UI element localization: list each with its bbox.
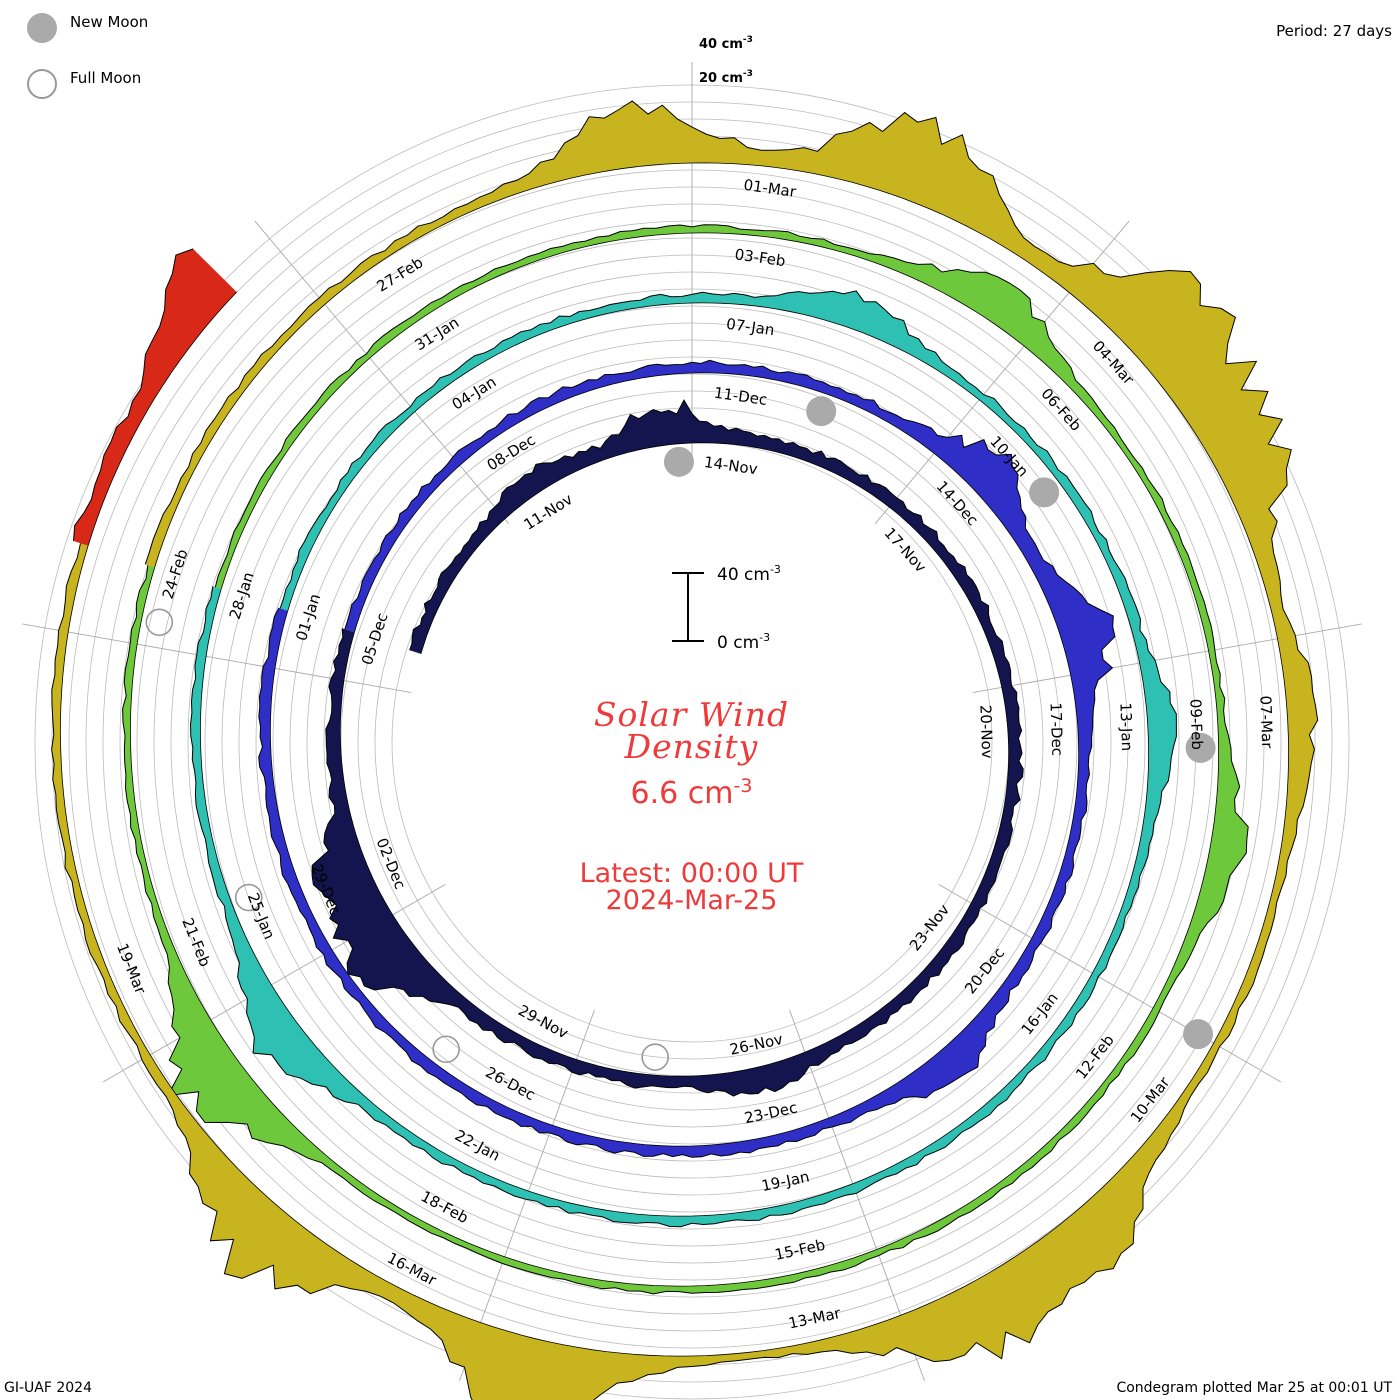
- grid-spoke: [22, 623, 412, 693]
- latest-date: 2024-Mar-25: [605, 885, 778, 916]
- date-label: 03-Feb: [734, 245, 787, 270]
- date-label: 13-Jan: [1116, 702, 1136, 751]
- full-moon-legend-label: Full Moon: [70, 69, 142, 87]
- date-label: 29-Nov: [515, 1001, 571, 1042]
- date-label: 15-Feb: [773, 1236, 827, 1264]
- date-label: 19-Mar: [113, 941, 150, 997]
- date-label: 26-Dec: [482, 1063, 538, 1104]
- date-label: 07-Mar: [1256, 695, 1276, 749]
- full-moon-marker: [432, 1035, 460, 1064]
- date-label: 07-Jan: [725, 315, 776, 340]
- density-ring-baseline: [129, 232, 1219, 1287]
- density-ring-baseline: [59, 162, 1290, 1357]
- outer-scale-40-label: 40 cm-3: [699, 35, 753, 52]
- date-label: 11-Dec: [713, 384, 769, 409]
- current-density-value: 6.6 cm-3: [0, 775, 1383, 811]
- full-moon-marker: [145, 608, 174, 637]
- density-ring-baseline: [339, 442, 1010, 1077]
- data-rings-layer: [51, 100, 1319, 1400]
- current-density-exp: -3: [733, 775, 753, 797]
- chart-title-line-2: Density: [624, 727, 759, 766]
- scale-top-label: 40 cm-3: [717, 563, 781, 585]
- new-moon-marker: [1185, 732, 1216, 763]
- density-ring-outline: [258, 359, 1116, 1158]
- density-ring-outline: [73, 248, 194, 542]
- date-label: 18-Feb: [418, 1187, 472, 1227]
- date-label: 01-Mar: [742, 176, 798, 201]
- full-moon-legend-icon: [27, 69, 57, 99]
- grid-spoke: [938, 884, 1282, 1083]
- date-label: 17-Dec: [1046, 702, 1066, 756]
- moon-markers-layer: [145, 396, 1216, 1071]
- date-label: 22-Jan: [452, 1126, 503, 1165]
- density-ring-outline: [122, 224, 1249, 1295]
- density-ring-baseline: [270, 372, 1080, 1147]
- full-moon-marker: [641, 1043, 669, 1071]
- date-label: 01-Jan: [292, 591, 324, 643]
- new-moon-legend-icon: [27, 13, 57, 43]
- date-label: 26-Nov: [728, 1030, 784, 1059]
- current-density-number: 6.6 cm: [630, 776, 734, 811]
- new-moon-marker: [1183, 1019, 1214, 1050]
- date-label: 28-Jan: [226, 570, 258, 622]
- latest-time: Latest: 00:00 UT: [579, 858, 804, 889]
- density-ring-outline: [51, 100, 1319, 1400]
- grid-spoke: [972, 623, 1362, 693]
- scale-bottom-label: 0 cm-3: [717, 631, 770, 653]
- scale-bottom-exp: -3: [759, 631, 770, 644]
- date-label: 09-Feb: [1186, 699, 1206, 751]
- grid-spoke: [254, 220, 510, 524]
- date-label: 21-Feb: [178, 915, 214, 969]
- date-label: 14-Nov: [703, 453, 759, 478]
- density-ring-outline: [311, 399, 1024, 1097]
- chart-title-line-1: Solar Wind: [593, 695, 790, 734]
- date-label: 23-Dec: [743, 1099, 799, 1128]
- date-label: 13-Mar: [787, 1304, 843, 1333]
- credit-label: GI-UAF 2024: [4, 1380, 92, 1396]
- outer-scale-20-exp: -3: [743, 69, 753, 79]
- density-ring-baseline: [200, 302, 1149, 1217]
- date-label: 20-Nov: [976, 705, 996, 759]
- density-ring-outline: [189, 290, 1177, 1228]
- new-moon-marker: [806, 396, 837, 427]
- plotted-timestamp: Condegram plotted Mar 25 at 00:01 UT: [1116, 1380, 1392, 1396]
- full-moon-marker: [234, 883, 263, 912]
- outer-scale-40-exp: -3: [743, 35, 753, 45]
- new-moon-marker: [1029, 477, 1060, 508]
- period-label: Period: 27 days: [1276, 22, 1392, 40]
- date-label: 24-Feb: [159, 547, 192, 601]
- scale-top-exp: -3: [770, 563, 781, 576]
- new-moon-legend-label: New Moon: [70, 13, 149, 31]
- density-scale: 40 cm-3 0 cm-3 40 cm-3 20 cm-3: [672, 35, 781, 653]
- outer-scale-20-label: 20 cm-3: [699, 69, 753, 86]
- density-ring-baseline: [87, 291, 237, 546]
- new-moon-marker: [663, 446, 694, 477]
